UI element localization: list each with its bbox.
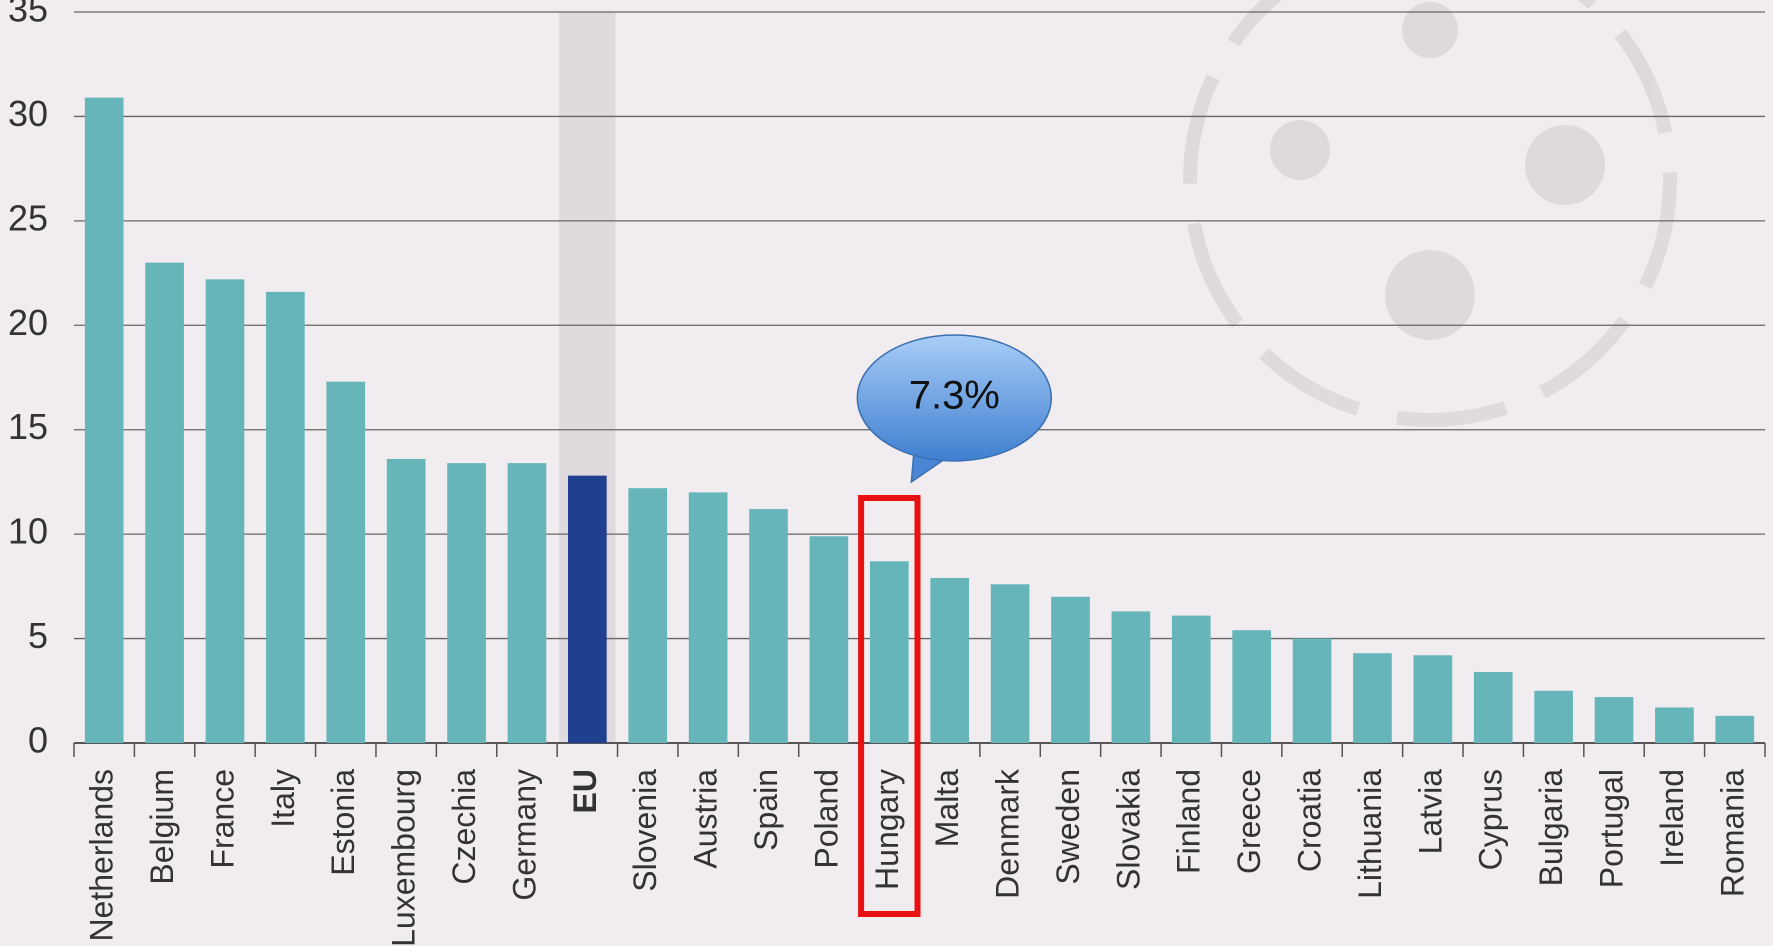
bar	[387, 459, 426, 743]
bar	[1414, 655, 1453, 743]
bar	[930, 578, 969, 743]
decor	[1190, 0, 1670, 420]
bar	[1293, 639, 1332, 743]
y-tick-label: 35	[8, 0, 48, 30]
bar	[689, 492, 728, 743]
bar	[1474, 672, 1513, 743]
x-tick-label: Denmark	[990, 768, 1026, 899]
x-tick-label: Romania	[1714, 769, 1750, 897]
y-tick-label: 0	[28, 720, 48, 761]
x-tick-label: Greece	[1231, 769, 1267, 874]
bar	[1112, 611, 1151, 743]
x-tick-label: Sweden	[1050, 769, 1086, 885]
x-tick-label: Cyprus	[1473, 769, 1509, 870]
callout-text: 7.3%	[909, 374, 1000, 418]
x-tick-label: Luxembourg	[386, 769, 422, 946]
x-tick-label: Croatia	[1292, 769, 1328, 872]
x-tick-label: Slovenia	[627, 769, 663, 892]
x-tick-label: Latvia	[1412, 769, 1448, 855]
bar	[1172, 616, 1211, 743]
bar	[1353, 653, 1392, 743]
x-tick-label: Portugal	[1593, 769, 1629, 888]
bar	[568, 476, 607, 743]
y-tick-label: 5	[28, 615, 48, 656]
bar	[1655, 707, 1694, 743]
x-tick-label: Germany	[506, 769, 542, 901]
bar	[1051, 597, 1090, 743]
bar	[266, 292, 305, 743]
bar	[870, 561, 909, 743]
x-tick-label: Netherlands	[84, 769, 120, 942]
bar	[85, 98, 124, 743]
bar	[991, 584, 1030, 743]
bar	[1232, 630, 1271, 743]
x-tick-label: Spain	[748, 769, 784, 851]
x-tick-label: France	[204, 769, 240, 869]
bar	[206, 279, 245, 743]
bar	[1715, 716, 1754, 743]
y-tick-label: 10	[8, 511, 48, 552]
bar	[1595, 697, 1634, 743]
x-tick-label: Italy	[265, 769, 301, 828]
bar	[326, 382, 365, 743]
x-tick-label: Hungary	[869, 769, 905, 890]
x-tick-label: Malta	[929, 769, 965, 847]
x-tick-label: Poland	[808, 769, 844, 869]
x-tick-label: Finland	[1171, 769, 1207, 874]
bar	[810, 536, 849, 743]
bar	[145, 263, 184, 743]
x-tick-label: Czechia	[446, 769, 482, 885]
bar	[508, 463, 547, 743]
x-tick-label: Austria	[688, 769, 724, 869]
x-tick-label: Lithuania	[1352, 769, 1388, 899]
x-tick-label: Bulgaria	[1533, 769, 1569, 887]
y-tick-label: 30	[8, 93, 48, 134]
bar	[749, 509, 788, 743]
y-tick-label: 25	[8, 197, 48, 238]
y-tick-label: 15	[8, 406, 48, 447]
bar	[1534, 691, 1573, 743]
x-tick-label: Slovakia	[1110, 769, 1146, 890]
x-tick-label: Estonia	[325, 769, 361, 876]
chart: 0 5 10 15 20 25 30 35 Netherlands Belgium France It…	[0, 0, 1773, 946]
x-tick-label: Belgium	[144, 769, 180, 885]
bar	[628, 488, 667, 743]
y-tick-label: 20	[8, 302, 48, 343]
x-tick-label: Ireland	[1654, 769, 1690, 867]
x-tick-label: EU	[567, 769, 603, 813]
bar	[447, 463, 486, 743]
